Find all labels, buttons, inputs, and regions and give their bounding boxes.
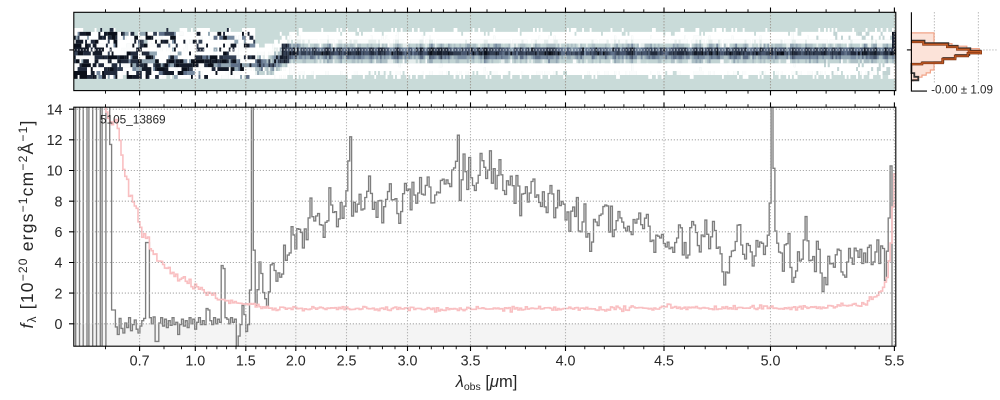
- svg-text:0.7: 0.7: [130, 354, 150, 370]
- svg-text:0: 0: [55, 317, 63, 333]
- svg-text:6: 6: [55, 225, 63, 241]
- svg-text:1.0: 1.0: [185, 354, 205, 370]
- svg-text:4: 4: [55, 256, 63, 272]
- svg-text:10: 10: [47, 164, 63, 180]
- svg-text:3.5: 3.5: [461, 354, 481, 370]
- svg-text:1.5: 1.5: [236, 354, 256, 370]
- svg-text:8: 8: [55, 194, 63, 210]
- svg-text:2.5: 2.5: [337, 354, 357, 370]
- svg-text:4.5: 4.5: [654, 354, 674, 370]
- svg-text:4.0: 4.0: [556, 354, 576, 370]
- svg-text:2: 2: [55, 286, 63, 302]
- svg-text:5105_13869: 5105_13869: [100, 113, 166, 127]
- svg-text:2.0: 2.0: [286, 354, 306, 370]
- svg-text:14: 14: [47, 102, 63, 118]
- svg-text:12: 12: [47, 133, 63, 149]
- svg-text:5.5: 5.5: [884, 354, 904, 370]
- svg-text:3.0: 3.0: [398, 354, 418, 370]
- svg-text:5.0: 5.0: [761, 354, 781, 370]
- svg-text:-0.00 ± 1.09: -0.00 ± 1.09: [931, 84, 993, 97]
- svg-text:fλ [10−20 ergs−1cm−2Å−1]: fλ [10−20 ergs−1cm−2Å−1]: [16, 119, 40, 328]
